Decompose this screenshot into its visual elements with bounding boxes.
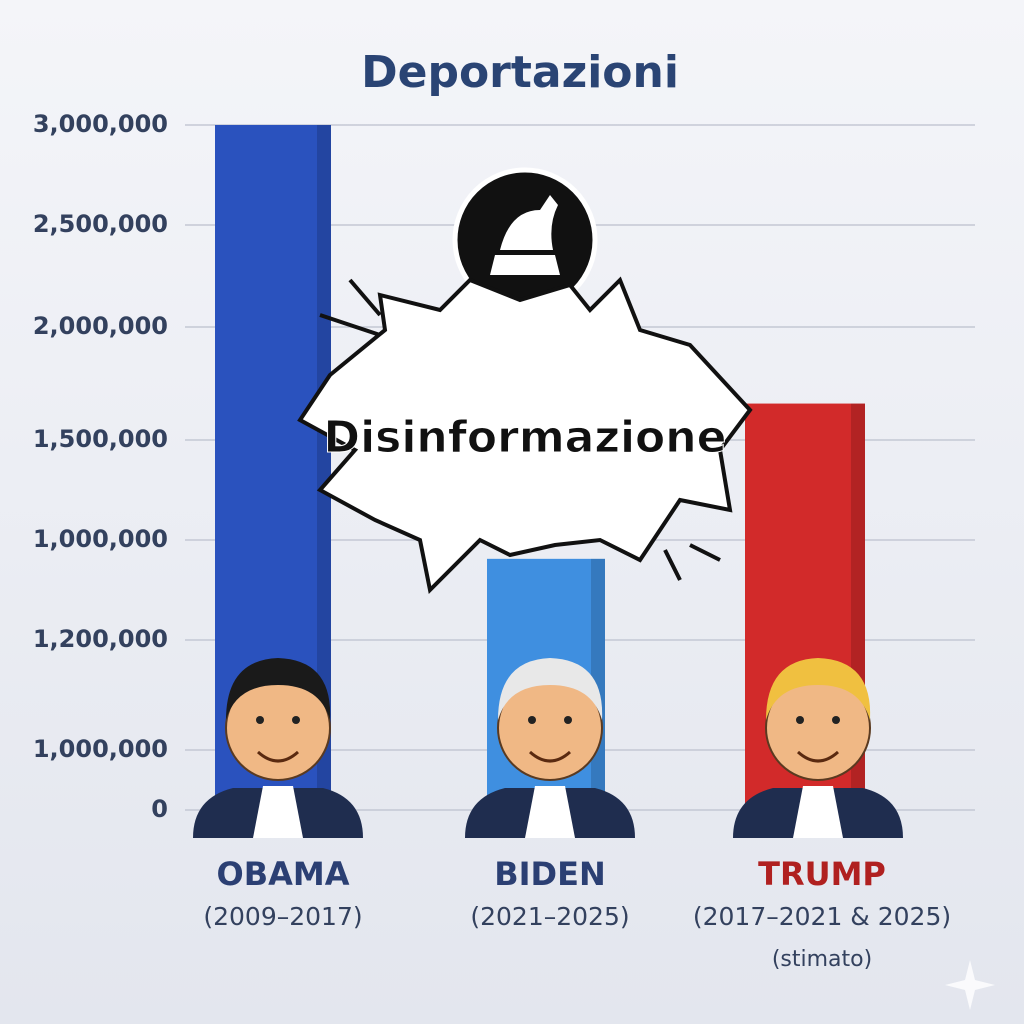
x-tick-label: TRUMP <box>758 855 886 893</box>
period-label: (2021–2025) <box>470 902 629 931</box>
eye <box>292 716 300 724</box>
period-label: (2017–2021 & 2025) <box>693 902 951 931</box>
shirt <box>253 786 303 838</box>
eye <box>528 716 536 724</box>
eye <box>832 716 840 724</box>
y-tick-label: 1,200,000 <box>33 625 168 653</box>
sparkle <box>945 960 995 1010</box>
shirt <box>793 786 843 838</box>
note-label: (stimato) <box>772 947 872 972</box>
y-tick-label: 1,000,000 <box>33 735 168 763</box>
eye <box>796 716 804 724</box>
hair <box>498 658 603 720</box>
y-tick-label: 1,500,000 <box>33 425 168 453</box>
eye <box>564 716 572 724</box>
chart-title: Deportazioni <box>361 47 679 98</box>
y-tick-label: 3,000,000 <box>33 110 168 138</box>
y-tick-label: 2,500,000 <box>33 210 168 238</box>
smile <box>256 750 300 763</box>
logo <box>452 167 598 313</box>
y-tick-label: 0 <box>151 795 168 823</box>
portraits <box>193 658 903 838</box>
y-tick-label: 1,000,000 <box>33 525 168 553</box>
bar-side <box>317 125 331 810</box>
eye <box>256 716 264 724</box>
smile <box>796 750 840 763</box>
burst <box>297 276 753 595</box>
annotation: Disinformazione <box>324 412 727 463</box>
x-tick-label: OBAMA <box>217 855 350 893</box>
hair <box>226 658 331 720</box>
hair <box>766 658 871 720</box>
shirt <box>525 786 575 838</box>
smile <box>528 750 572 763</box>
period-label: (2009–2017) <box>203 902 362 931</box>
x-tick-label: BIDEN <box>494 855 606 893</box>
y-tick-label: 2,000,000 <box>33 312 168 340</box>
